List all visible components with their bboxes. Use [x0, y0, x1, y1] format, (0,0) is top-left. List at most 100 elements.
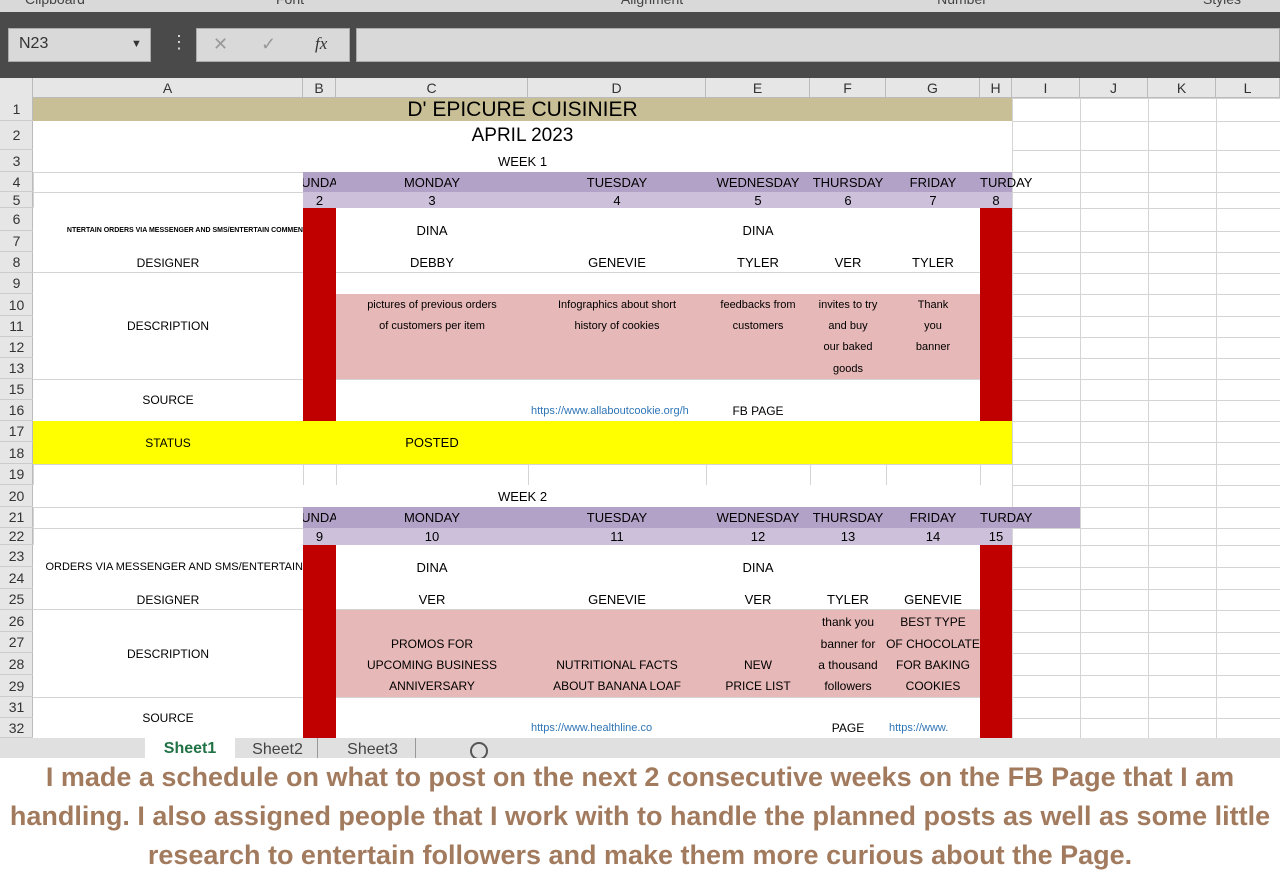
- description-line: OF CHOCOLATE: [886, 636, 980, 651]
- week-label: WEEK 1: [33, 150, 1012, 172]
- description-line: thank you: [821, 615, 875, 630]
- source-link[interactable]: https://www.: [889, 722, 949, 734]
- caption-area: I made a schedule on what to post on the…: [0, 758, 1280, 885]
- day-name: WEDNESDAY: [716, 174, 800, 190]
- date: 10: [424, 529, 440, 544]
- source: PAGE: [831, 721, 865, 735]
- row-header-bar: [0, 78, 33, 738]
- date: 8: [992, 192, 1000, 208]
- description-line: ANNIVERSARY: [389, 679, 475, 694]
- description-line: a thousand: [818, 658, 878, 673]
- description-line: you: [924, 319, 942, 332]
- date: 6: [844, 192, 852, 208]
- red-column: [980, 545, 1012, 738]
- description-line: feedbacks from: [720, 298, 796, 311]
- source-label: SOURCE: [142, 393, 194, 407]
- column-header: J: [1080, 78, 1148, 98]
- designer-row: [33, 252, 1012, 273]
- description-band: [336, 294, 980, 379]
- tab-bar: [0, 738, 1280, 758]
- row-header: 25: [0, 589, 33, 610]
- day-name: TUESDAY: [586, 174, 648, 190]
- row-header: 29: [0, 675, 33, 697]
- sheet-tab[interactable]: Sheet2: [238, 738, 318, 762]
- status: POSTED: [405, 435, 459, 450]
- description-line: PROMOS FOR: [390, 636, 473, 651]
- date: 12: [750, 529, 766, 544]
- designer: GENEVIE: [588, 592, 646, 607]
- ribbon-group-label: Alignment: [592, 0, 712, 9]
- task-label: ORDERS VIA MESSENGER AND SMS/ENTERTAIN: [45, 561, 303, 573]
- date-band: [303, 192, 1012, 208]
- red-column: [303, 208, 336, 421]
- column-header: C: [336, 78, 528, 98]
- row-header: 31: [0, 697, 33, 718]
- date: 9: [315, 529, 324, 544]
- description-line: our baked: [823, 341, 873, 354]
- row-header: 20: [0, 485, 33, 507]
- sheet-tab[interactable]: Sheet3: [330, 738, 416, 762]
- date: 14: [925, 529, 941, 544]
- designer-label: DESIGNER: [136, 255, 200, 270]
- row-header: 9: [0, 273, 33, 294]
- description-line: of customers per item: [379, 319, 485, 332]
- date: 2: [315, 192, 324, 208]
- cancel-icon[interactable]: ✕: [213, 34, 229, 54]
- source-link[interactable]: https://www.healthline.co: [531, 722, 653, 734]
- row-header: 12: [0, 337, 33, 358]
- task-assignee: DINA: [416, 222, 448, 238]
- grid-line: [1080, 98, 1081, 738]
- row-header: 21: [0, 507, 33, 528]
- status-label: STATUS: [145, 435, 191, 450]
- grid-line: [1012, 98, 1013, 738]
- formula-input[interactable]: [356, 28, 1280, 62]
- row-header: 1: [0, 98, 33, 121]
- column-header-bar: [0, 78, 1280, 98]
- task-assignee: DINA: [742, 222, 774, 238]
- description-line: pictures of previous orders: [367, 298, 497, 311]
- row-header: 13: [0, 358, 33, 379]
- red-column: [303, 545, 336, 738]
- description-band: [336, 610, 980, 697]
- date-band: [303, 528, 1012, 545]
- column-header: D: [528, 78, 706, 98]
- designer: VER: [834, 255, 862, 270]
- description-label: DESCRIPTION: [126, 646, 209, 661]
- day-name: THURSDAY: [812, 174, 884, 190]
- column-header: A: [33, 78, 303, 98]
- row-header: 16: [0, 400, 33, 421]
- column-header: H: [980, 78, 1012, 98]
- row-header: 18: [0, 442, 33, 464]
- row-header: 24: [0, 567, 33, 589]
- function-button[interactable]: fx: [315, 34, 328, 53]
- row-header: 11: [0, 316, 33, 337]
- description-line: followers: [824, 679, 872, 694]
- ribbon-group-label: Number: [902, 0, 1022, 9]
- row-header: 26: [0, 610, 33, 632]
- day-name: UNDA: [303, 510, 336, 525]
- column-header: L: [1216, 78, 1280, 98]
- task-row: [33, 208, 1012, 252]
- description-line: history of cookies: [574, 319, 660, 332]
- formula-buttons: ✕ ✓ fx: [196, 28, 350, 62]
- source-link[interactable]: https://www.allaboutcookie.org/h: [531, 404, 689, 417]
- column-header: I: [1012, 78, 1080, 98]
- designer: GENEVIE: [904, 592, 962, 607]
- more-icon[interactable]: ⋮: [170, 32, 188, 52]
- name-box[interactable]: N23 ▼: [8, 28, 151, 62]
- row-header: 15: [0, 379, 33, 400]
- description-line: FOR BAKING: [895, 658, 970, 673]
- ribbon-group-label: Styles: [1162, 0, 1280, 9]
- designer: TYLER: [912, 255, 954, 270]
- description-line: UPCOMING BUSINESS: [366, 658, 498, 673]
- ribbon-group-label: Font: [230, 0, 350, 9]
- source: FB PAGE: [732, 403, 784, 418]
- row-header: 22: [0, 528, 33, 545]
- dropdown-arrow[interactable]: ▼: [131, 38, 142, 50]
- row-header: 32: [0, 718, 33, 738]
- enter-icon[interactable]: ✓: [261, 34, 277, 54]
- task-assignee: DINA: [742, 559, 774, 575]
- designer: DEBBY: [409, 255, 455, 270]
- description-line: invites to try: [818, 298, 878, 311]
- source-row: [33, 379, 1012, 421]
